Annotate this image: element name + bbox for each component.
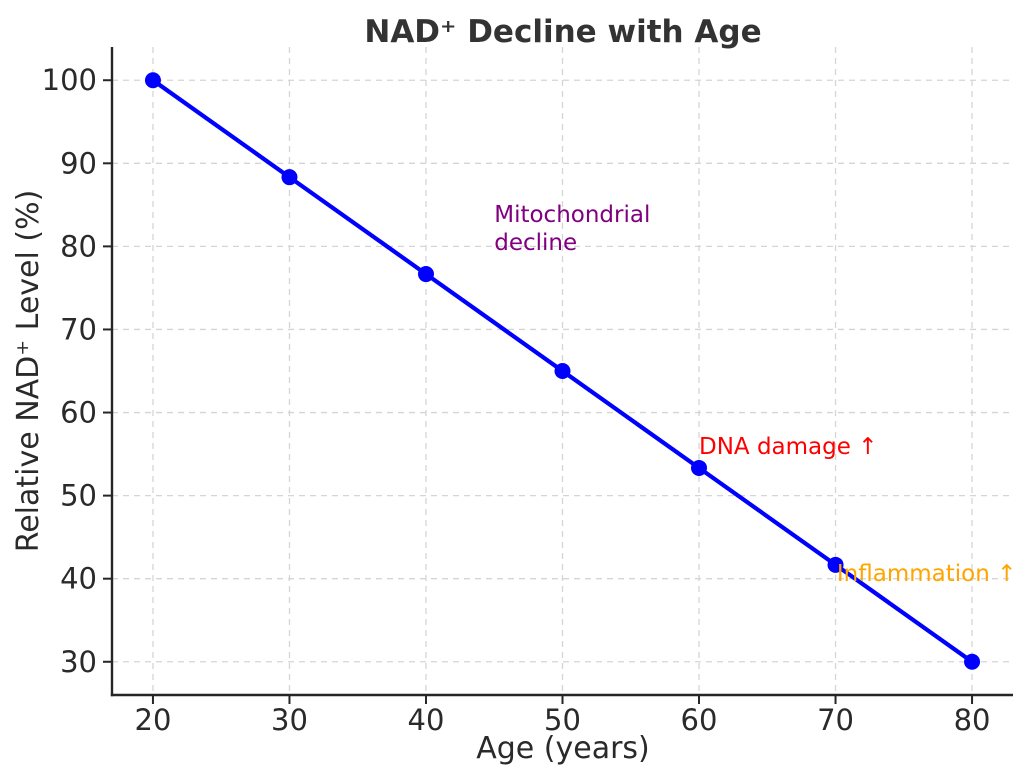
y-tick-label: 70 [60, 312, 97, 346]
data-point [964, 653, 981, 670]
x-tick-label: 70 [817, 703, 854, 737]
x-axis-label: Age (years) [476, 731, 650, 766]
data-point [827, 556, 844, 573]
y-tick-label: 80 [60, 229, 97, 263]
x-tick-label: 80 [954, 703, 991, 737]
y-tick-label: 60 [60, 396, 97, 430]
y-tick-label: 90 [60, 146, 97, 180]
x-tick-label: 60 [681, 703, 718, 737]
x-tick-label: 50 [544, 703, 581, 737]
y-tick-label: 30 [60, 645, 97, 679]
data-point [281, 169, 298, 186]
y-axis-label: Relative NAD⁺ Level (%) [11, 190, 46, 553]
y-tick-label: 50 [60, 479, 97, 513]
x-tick-label: 30 [271, 703, 308, 737]
y-tick-label: 40 [60, 562, 97, 596]
x-tick-label: 40 [408, 703, 445, 737]
data-point [691, 459, 708, 476]
data-point [144, 72, 161, 89]
data-point [554, 363, 571, 379]
data-point [417, 266, 434, 283]
x-tick-label: 20 [135, 703, 172, 737]
chart-title: NAD⁺ Decline with Age [364, 14, 761, 50]
y-tick-label: 100 [42, 63, 97, 97]
